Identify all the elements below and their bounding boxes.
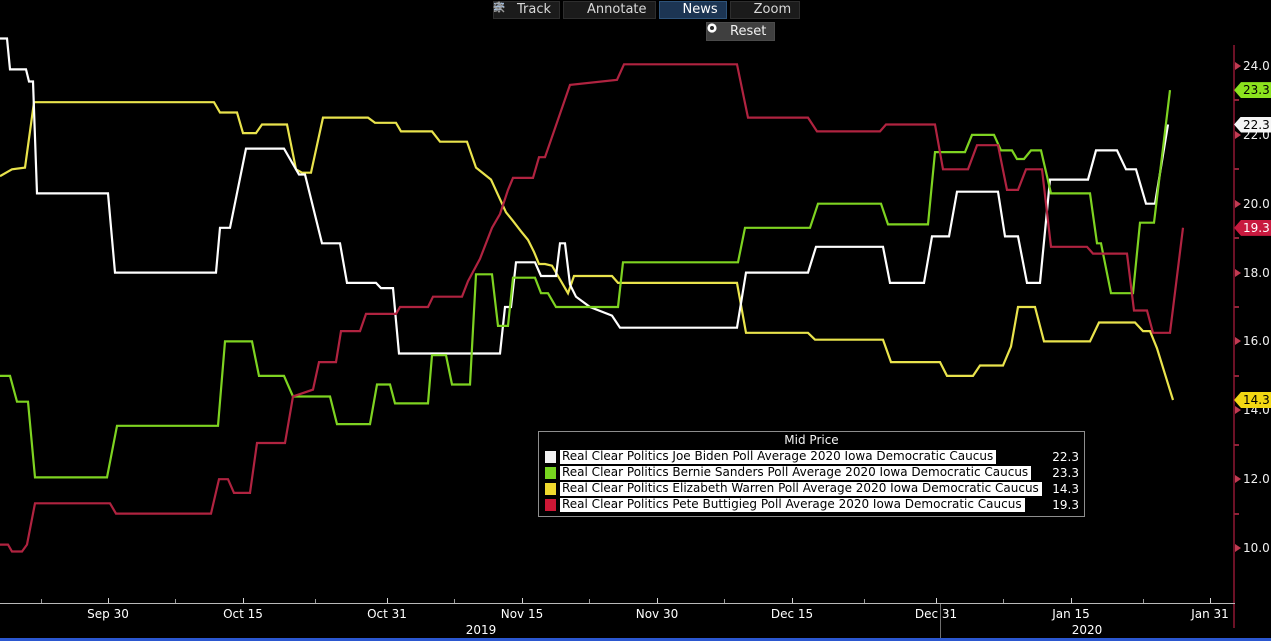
x-axis-tick bbox=[792, 598, 793, 603]
y-axis-tick bbox=[1235, 475, 1241, 484]
price-tag-sanders: 23.3 bbox=[1234, 82, 1271, 99]
series-line-warren bbox=[0, 101, 1175, 401]
year-label: 2019 bbox=[465, 623, 497, 637]
x-axis-minor-tick bbox=[1003, 599, 1004, 603]
x-axis-minor-tick bbox=[41, 599, 42, 603]
legend-row[interactable]: Real Clear Politics Bernie Sanders Poll … bbox=[539, 465, 1084, 481]
series-line-biden bbox=[0, 37, 1170, 355]
legend-swatch bbox=[545, 451, 556, 463]
y-axis-tick bbox=[1235, 544, 1241, 553]
y-axis-minor-tick bbox=[1234, 99, 1239, 102]
legend-value: 19.3 bbox=[1052, 498, 1079, 512]
x-axis-tick bbox=[1071, 598, 1072, 603]
x-axis-label: Nov 15 bbox=[500, 607, 544, 621]
y-axis-minor-tick bbox=[1234, 306, 1239, 308]
legend-swatch bbox=[545, 483, 556, 495]
price-tag-biden: 22.3 bbox=[1234, 116, 1271, 133]
news-button[interactable]: News bbox=[494, 1, 727, 19]
y-axis-label: 18.0 bbox=[1243, 265, 1270, 280]
legend-swatch bbox=[545, 467, 556, 479]
annotate-button[interactable]: Annotate bbox=[493, 1, 656, 19]
x-axis-tick bbox=[936, 598, 937, 603]
y-axis-label: 12.0 bbox=[1243, 472, 1270, 487]
y-axis-tick bbox=[1235, 199, 1241, 208]
x-axis-tick bbox=[1210, 598, 1211, 603]
track-button-label: Track bbox=[517, 2, 552, 17]
reset-button[interactable]: Reset bbox=[706, 22, 776, 41]
x-axis-minor-tick bbox=[589, 599, 590, 603]
magnifier-icon bbox=[494, 2, 749, 16]
price-tag-warren: 14.3 bbox=[1234, 391, 1271, 408]
x-axis-label: Jan 15 bbox=[1052, 607, 1090, 621]
x-axis-minor-tick bbox=[864, 599, 865, 603]
window-bottom-edge bbox=[0, 638, 1271, 641]
legend-swatch bbox=[545, 499, 556, 511]
y-axis-minor-tick bbox=[1234, 512, 1239, 515]
x-axis-label: Dec 31 bbox=[914, 607, 958, 621]
legend-rows: Real Clear Politics Joe Biden Poll Avera… bbox=[539, 449, 1084, 513]
x-axis-tick bbox=[657, 598, 658, 603]
series-line-buttigieg bbox=[0, 63, 1185, 553]
y-axis-minor-tick bbox=[1234, 374, 1239, 377]
y-axis-minor-tick bbox=[1234, 168, 1239, 171]
news-button-label: News bbox=[682, 2, 718, 17]
x-axis-tick bbox=[387, 598, 388, 603]
annotate-button-label: Annotate bbox=[587, 2, 647, 17]
legend-row[interactable]: Real Clear Politics Joe Biden Poll Avera… bbox=[539, 449, 1084, 465]
x-axis-label: Nov 30 bbox=[635, 607, 679, 621]
legend-label: Real Clear Politics Joe Biden Poll Avera… bbox=[560, 450, 997, 464]
legend-label: Real Clear Politics Elizabeth Warren Pol… bbox=[560, 482, 1042, 496]
reset-row: Reset bbox=[706, 22, 776, 41]
chart-toolbar: Track Annotate News bbox=[493, 1, 801, 19]
x-axis-label: Jan 31 bbox=[1191, 607, 1229, 621]
year-separator-line bbox=[940, 603, 941, 638]
y-axis-label: 20.0 bbox=[1243, 196, 1270, 211]
y-axis-minor-tick bbox=[1234, 443, 1239, 446]
y-axis-tick bbox=[1235, 268, 1241, 277]
series-line-sanders bbox=[0, 89, 1172, 479]
y-axis-line bbox=[1233, 45, 1235, 628]
legend-value: 23.3 bbox=[1052, 466, 1079, 480]
legend-value: 22.3 bbox=[1052, 450, 1079, 464]
zoom-button[interactable]: Zoom bbox=[494, 1, 801, 19]
legend-row[interactable]: Real Clear Politics Elizabeth Warren Pol… bbox=[539, 481, 1084, 497]
x-axis-minor-tick bbox=[1143, 599, 1144, 603]
x-axis-minor-tick bbox=[175, 599, 176, 603]
legend-value: 14.3 bbox=[1052, 482, 1079, 496]
x-axis-label: Dec 15 bbox=[770, 607, 814, 621]
x-axis-tick bbox=[243, 598, 244, 603]
x-axis-tick bbox=[108, 598, 109, 603]
legend-title: Mid Price bbox=[784, 433, 839, 447]
y-axis-label: 10.0 bbox=[1243, 541, 1270, 556]
reset-record-icon bbox=[707, 23, 725, 37]
news-list-icon bbox=[494, 2, 678, 16]
legend-row[interactable]: Real Clear Politics Pete Buttigieg Poll … bbox=[539, 497, 1084, 513]
x-axis-tick bbox=[522, 598, 523, 603]
y-axis-label: 24.0 bbox=[1243, 59, 1270, 73]
legend-box: Mid Price Real Clear Politics Joe Biden … bbox=[538, 431, 1085, 517]
x-axis-label: Oct 31 bbox=[367, 607, 407, 621]
legend-label: Real Clear Politics Bernie Sanders Poll … bbox=[560, 466, 1032, 480]
y-axis-minor-tick bbox=[1234, 237, 1239, 240]
y-axis-tick bbox=[1235, 406, 1241, 415]
reset-button-label: Reset bbox=[730, 23, 767, 39]
year-label: 2020 bbox=[1071, 623, 1103, 637]
legend-label: Real Clear Politics Pete Buttigieg Poll … bbox=[560, 498, 1025, 512]
pencil-icon bbox=[493, 2, 582, 16]
x-axis-minor-tick bbox=[315, 599, 316, 603]
y-axis-tick bbox=[1235, 62, 1241, 70]
zoom-button-label: Zoom bbox=[753, 2, 792, 17]
x-axis-line bbox=[0, 603, 1235, 604]
x-axis-label: Sep 30 bbox=[87, 607, 129, 621]
y-axis-label: 16.0 bbox=[1243, 334, 1270, 349]
price-tag-buttigieg: 19.3 bbox=[1234, 219, 1271, 236]
x-axis-minor-tick bbox=[724, 599, 725, 603]
y-axis-tick bbox=[1235, 337, 1241, 346]
x-axis-label: Oct 15 bbox=[223, 607, 263, 621]
y-axis-tick bbox=[1235, 130, 1241, 139]
x-axis-minor-tick bbox=[454, 599, 455, 603]
